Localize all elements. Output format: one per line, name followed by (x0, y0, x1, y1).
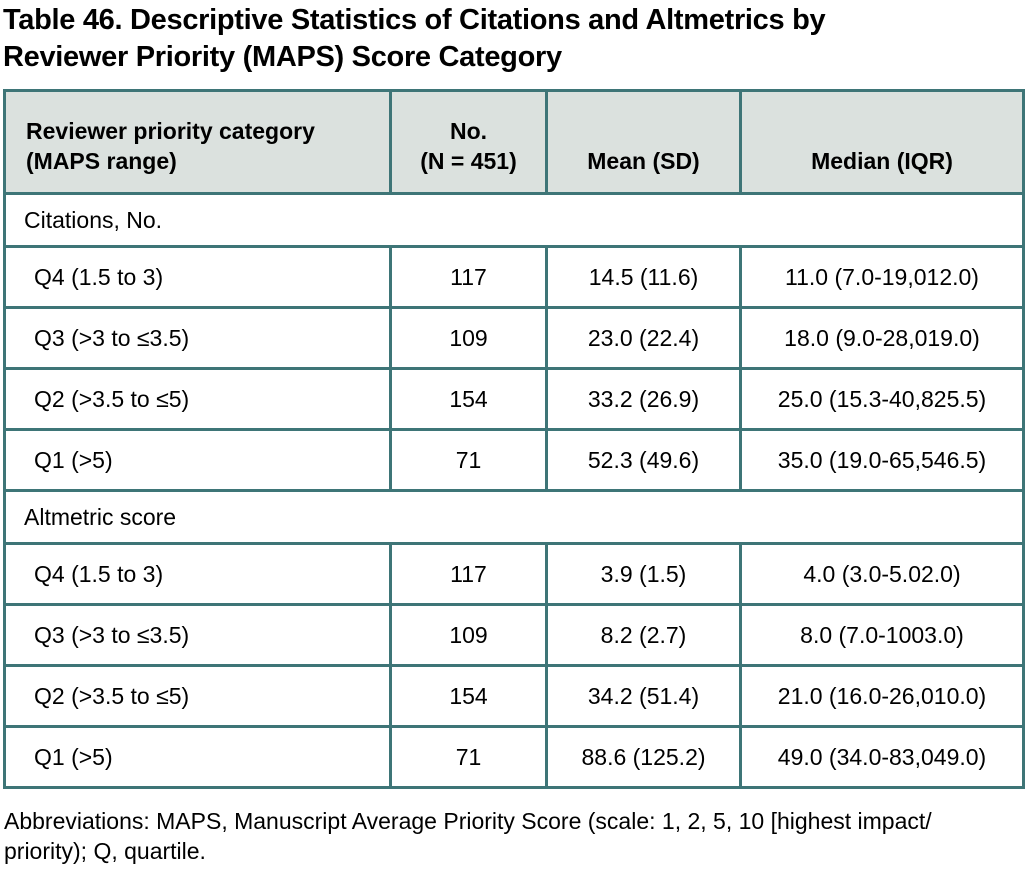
cell-median-iqr: 21.0 (16.0-26,010.0) (739, 664, 1025, 728)
cell-category: Q1 (>5) (3, 725, 392, 789)
table-row: Q4 (1.5 to 3) 117 3.9 (1.5) 4.0 (3.0-5.0… (3, 542, 1025, 606)
column-header-median-iqr: Median (IQR) (739, 89, 1025, 195)
cell-category: Q2 (>3.5 to ≤5) (3, 367, 392, 431)
cell-mean-sd: 14.5 (11.6) (545, 245, 742, 309)
cell-n: 71 (389, 428, 548, 492)
cell-mean-sd: 8.2 (2.7) (545, 603, 742, 667)
column-header-no: No. (N = 451) (389, 89, 548, 195)
cell-mean-sd: 34.2 (51.4) (545, 664, 742, 728)
cell-median-iqr: 18.0 (9.0-28,019.0) (739, 306, 1025, 370)
section-row-altmetric: Altmetric score (3, 489, 1025, 545)
table-row: Q2 (>3.5 to ≤5) 154 33.2 (26.9) 25.0 (15… (3, 367, 1025, 431)
cell-category: Q4 (1.5 to 3) (3, 245, 392, 309)
cell-median-iqr: 8.0 (7.0-1003.0) (739, 603, 1025, 667)
cell-median-iqr: 35.0 (19.0-65,546.5) (739, 428, 1025, 492)
abbreviations-footnote: Abbreviations: MAPS, Manuscript Average … (4, 808, 932, 864)
cell-n: 154 (389, 664, 548, 728)
cell-category: Q3 (>3 to ≤3.5) (3, 306, 392, 370)
section-label-citations: Citations, No. (3, 192, 1025, 248)
cell-mean-sd: 3.9 (1.5) (545, 542, 742, 606)
cell-mean-sd: 52.3 (49.6) (545, 428, 742, 492)
table-header-row: Reviewer priority category (MAPS range) … (3, 89, 1025, 195)
table-row: Q3 (>3 to ≤3.5) 109 23.0 (22.4) 18.0 (9.… (3, 306, 1025, 370)
cell-n: 109 (389, 603, 548, 667)
cell-median-iqr: 11.0 (7.0-19,012.0) (739, 245, 1025, 309)
table-title: Table 46. Descriptive Statistics of Cita… (3, 4, 826, 73)
cell-n: 117 (389, 245, 548, 309)
cell-category: Q1 (>5) (3, 428, 392, 492)
cell-category: Q2 (>3.5 to ≤5) (3, 664, 392, 728)
cell-median-iqr: 4.0 (3.0-5.02.0) (739, 542, 1025, 606)
table-row: Q1 (>5) 71 88.6 (125.2) 49.0 (34.0-83,04… (3, 725, 1025, 789)
table-row: Q1 (>5) 71 52.3 (49.6) 35.0 (19.0-65,546… (3, 428, 1025, 492)
cell-category: Q4 (1.5 to 3) (3, 542, 392, 606)
column-header-mean-sd: Mean (SD) (545, 89, 742, 195)
descriptive-statistics-table: Reviewer priority category (MAPS range) … (3, 89, 1025, 789)
cell-mean-sd: 33.2 (26.9) (545, 367, 742, 431)
cell-category: Q3 (>3 to ≤3.5) (3, 603, 392, 667)
section-label-altmetric: Altmetric score (3, 489, 1025, 545)
table-row: Q3 (>3 to ≤3.5) 109 8.2 (2.7) 8.0 (7.0-1… (3, 603, 1025, 667)
column-header-reviewer-priority-category: Reviewer priority category (MAPS range) (3, 89, 392, 195)
section-row-citations: Citations, No. (3, 192, 1025, 248)
cell-n: 71 (389, 725, 548, 789)
cell-mean-sd: 23.0 (22.4) (545, 306, 742, 370)
cell-n: 109 (389, 306, 548, 370)
table-row: Q4 (1.5 to 3) 117 14.5 (11.6) 11.0 (7.0-… (3, 245, 1025, 309)
cell-median-iqr: 25.0 (15.3-40,825.5) (739, 367, 1025, 431)
cell-mean-sd: 88.6 (125.2) (545, 725, 742, 789)
cell-median-iqr: 49.0 (34.0-83,049.0) (739, 725, 1025, 789)
cell-n: 154 (389, 367, 548, 431)
table-row: Q2 (>3.5 to ≤5) 154 34.2 (51.4) 21.0 (16… (3, 664, 1025, 728)
cell-n: 117 (389, 542, 548, 606)
